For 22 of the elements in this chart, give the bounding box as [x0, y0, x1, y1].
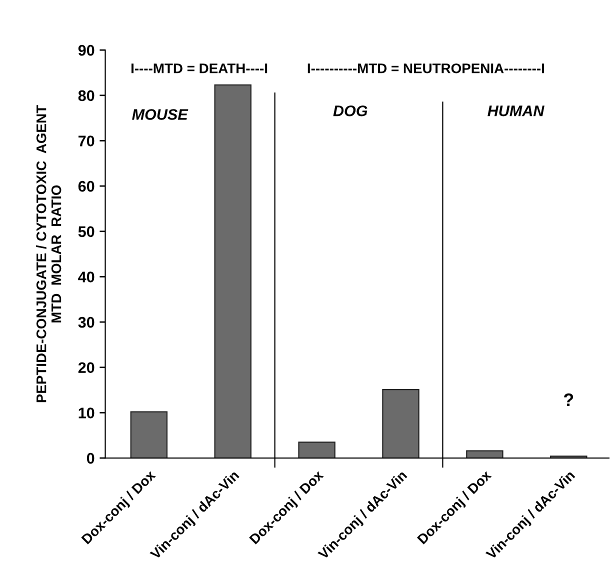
bar [298, 442, 336, 458]
annotation: I----MTD = DEATH----I [131, 64, 268, 74]
y-tick-label: 50 [78, 226, 94, 238]
y-tick-label: 70 [78, 136, 94, 146]
annotation: I----------MTD = NEUTROPENIA--------I [308, 63, 544, 74]
y-axis-title: PEPTIDE-CONJUGATE / CYTOTOXIC AGENT MTD MOLAR RATIO [36, 105, 62, 402]
bar [466, 450, 504, 458]
y-tick-label: 40 [78, 272, 94, 282]
annotation: HUMAN [488, 106, 544, 116]
y-tick-label: 20 [78, 362, 94, 374]
bar [130, 411, 168, 458]
y-tick-label: 30 [78, 316, 94, 328]
bar [382, 389, 420, 458]
y-tick-label: 60 [78, 180, 94, 192]
bar [214, 84, 252, 458]
annotation: MOUSE [132, 109, 188, 120]
y-tick-label: 90 [78, 44, 94, 56]
annotation: DOG [333, 105, 368, 116]
y-tick-label: 10 [78, 408, 94, 418]
y-tick-label: 80 [78, 90, 94, 102]
y-tick-label: 0 [86, 452, 94, 464]
annotation: ? [564, 393, 574, 406]
